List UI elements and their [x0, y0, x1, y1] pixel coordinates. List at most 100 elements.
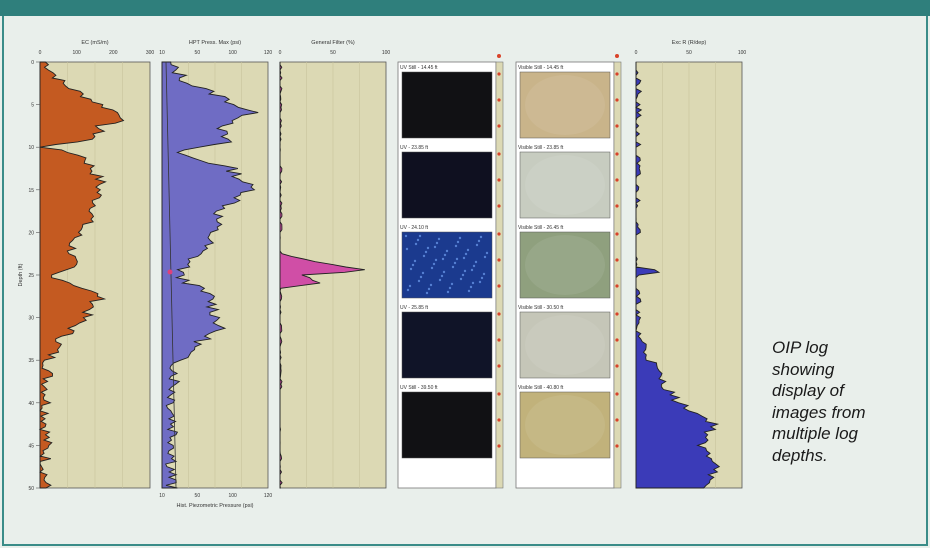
- piezometric-line: [165, 61, 177, 489]
- uv-speck: [456, 240, 460, 244]
- track-tick-label: 50: [195, 50, 201, 56]
- track-title: HPT Press. Max (psi): [189, 40, 241, 46]
- uv-speck: [485, 251, 489, 255]
- image-vignette: [525, 315, 605, 375]
- uv-speck: [419, 275, 423, 279]
- uv-speck: [435, 241, 439, 245]
- depth-tick-label: 0: [31, 60, 34, 66]
- depth-tick-label: 25: [28, 273, 34, 279]
- track-tick-label: 50: [686, 50, 692, 56]
- track-tick-label: 100: [382, 50, 391, 56]
- image-blank: [520, 464, 610, 486]
- depth-tick-label: 10: [28, 145, 34, 151]
- track-tick-label: 0: [635, 50, 638, 56]
- uv-speck: [437, 237, 441, 241]
- bottom-tick-label: 120: [264, 493, 273, 499]
- strip-marker: [615, 178, 619, 182]
- depth-axis: 0 5 10 15 20 25 30 35 40 45 50 Depth (ft): [18, 60, 40, 492]
- track-tick-label: 300: [146, 50, 155, 56]
- image-label: UV - 25.85 ft: [400, 305, 429, 311]
- visible-image: [519, 391, 611, 459]
- uv-speck: [467, 289, 471, 293]
- depth-tick-label: 45: [28, 443, 34, 449]
- uv-speck: [455, 257, 459, 261]
- strip-marker: [615, 418, 619, 422]
- uv-speck: [472, 264, 476, 268]
- uv-speck: [482, 272, 486, 276]
- uv-speck: [411, 263, 415, 267]
- uv-speck: [405, 247, 409, 251]
- uv-speck: [418, 234, 422, 238]
- track-tick-label: 120: [264, 50, 273, 56]
- uv-speck: [475, 243, 479, 247]
- strip-marker: [497, 338, 501, 342]
- image-label: UV - 24.10 ft: [400, 225, 429, 231]
- strip-marker: [497, 392, 501, 396]
- image-label: UV Still - 39.50 ft: [400, 385, 438, 391]
- uv-image: [401, 391, 493, 459]
- visible-image: [519, 71, 611, 139]
- depth-tick-label: 30: [28, 316, 34, 322]
- visible-image-column: Visible Still - 14.45 ft Visible Still - …: [515, 54, 622, 489]
- visible-image: [519, 311, 611, 379]
- strip-marker: [497, 444, 501, 448]
- depth-tick-label: 20: [28, 230, 34, 236]
- track-tick-label: 100: [72, 50, 81, 56]
- track-title: EC (mS/m): [81, 40, 108, 46]
- image-vignette: [525, 75, 605, 135]
- uv-speck: [466, 248, 470, 252]
- marker-dot: [167, 269, 173, 275]
- uv-speck: [458, 236, 462, 240]
- strip-marker: [615, 98, 619, 102]
- uv-speck: [409, 267, 413, 271]
- caption-line: OIP log: [772, 338, 829, 357]
- uv-speck: [463, 269, 467, 273]
- strip-marker: [615, 444, 619, 448]
- strip-marker: [615, 312, 619, 316]
- bottom-tick-label: 10: [159, 493, 165, 499]
- uv-speck: [425, 291, 429, 295]
- uv-image-column: UV Still - 14.45 ft UV - 23.85 ft UV - 24.…: [397, 54, 504, 489]
- figure-caption: OIP log showing display of images from m…: [772, 337, 922, 466]
- image-label: Visible Still - 30.50 ft: [518, 305, 564, 311]
- image-label: Visible Still - 26.45 ft: [518, 225, 564, 231]
- depth-strip: [613, 61, 622, 489]
- image-label: UV Still - 14.45 ft: [400, 65, 438, 71]
- strip-marker: [497, 258, 501, 262]
- strip-marker: [497, 312, 501, 316]
- depth-tick-label: 5: [31, 103, 34, 109]
- strip-marker: [497, 232, 501, 236]
- strip-marker: [497, 364, 501, 368]
- uv-speck: [480, 276, 484, 280]
- uv-image: [401, 311, 493, 379]
- uv-speck: [442, 270, 446, 274]
- track-title: Exc R (R/dep): [672, 40, 707, 46]
- strip-marker: [497, 178, 501, 182]
- uv-speck: [462, 256, 466, 260]
- strip-marker: [615, 392, 619, 396]
- track-tick-label: 100: [738, 50, 747, 56]
- image-label: Visible Still - 14.45 ft: [518, 65, 564, 71]
- strip-marker: [497, 72, 501, 76]
- image-label: UV - 23.85 ft: [400, 145, 429, 151]
- uv-speck: [443, 253, 447, 257]
- track-tick-label: 50: [330, 50, 336, 56]
- track-profile: [279, 62, 365, 489]
- strip-marker: [615, 152, 619, 156]
- image-vignette: [525, 235, 605, 295]
- uv-speck: [464, 252, 468, 256]
- caption-line: showing: [772, 359, 835, 379]
- caption-line: images from: [772, 402, 866, 422]
- uv-speck: [421, 271, 425, 275]
- uv-speck: [448, 286, 452, 290]
- track-profile: [635, 62, 721, 489]
- caption-line: depths.: [772, 445, 828, 465]
- uv-speck: [434, 258, 438, 262]
- uv-speck: [461, 273, 465, 277]
- uv-speck: [454, 244, 458, 248]
- strip-marker: [497, 152, 501, 156]
- strip-top-marker: [615, 54, 619, 58]
- depth-tick-label: 15: [28, 188, 34, 194]
